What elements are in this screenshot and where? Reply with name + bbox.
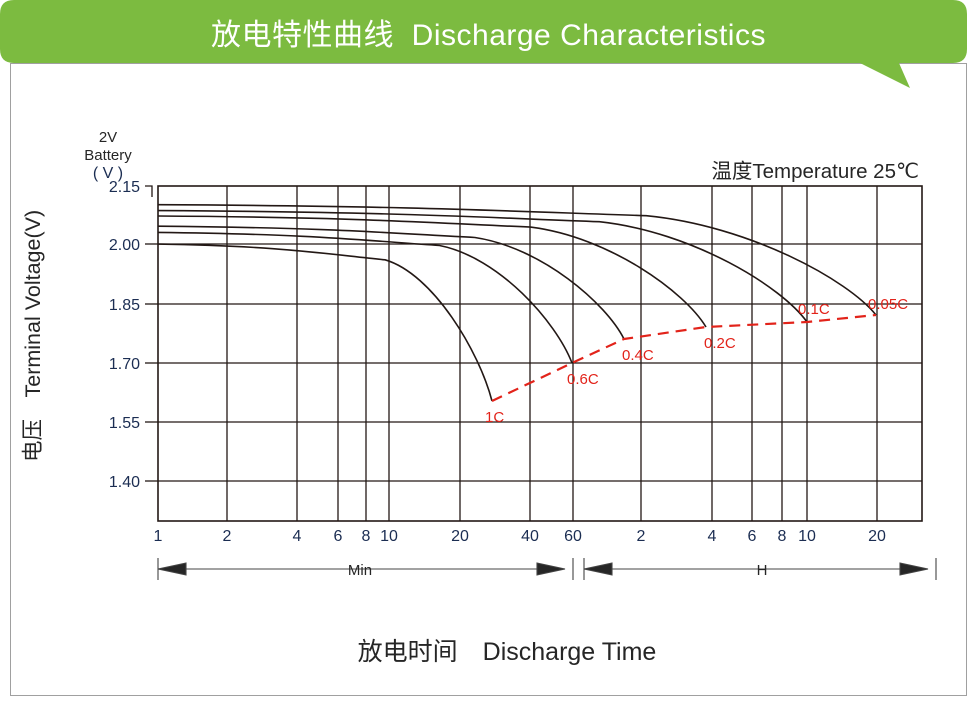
svg-text:放电时间 Discharge Time: 放电时间 Discharge Time (358, 638, 657, 666)
svg-text:0.4C: 0.4C (622, 347, 654, 364)
svg-text:0.1C: 0.1C (798, 301, 830, 318)
svg-text:6: 6 (748, 528, 757, 545)
svg-text:1.70: 1.70 (109, 356, 140, 373)
svg-text:2: 2 (223, 528, 232, 545)
svg-text:Min: Min (348, 562, 372, 579)
svg-text:2.00: 2.00 (109, 237, 140, 254)
svg-text:1: 1 (154, 528, 163, 545)
svg-text:1.85: 1.85 (109, 297, 140, 314)
svg-text:温度Temperature 25℃: 温度Temperature 25℃ (711, 160, 919, 183)
svg-text:电压 Terminal Voltage(V): 电压 Terminal Voltage(V) (21, 210, 45, 462)
svg-text:2: 2 (637, 528, 646, 545)
svg-text:40: 40 (521, 528, 539, 545)
svg-text:8: 8 (362, 528, 371, 545)
svg-text:0.05C: 0.05C (868, 296, 908, 313)
svg-text:Battery: Battery (84, 147, 132, 164)
svg-text:4: 4 (293, 528, 302, 545)
svg-text:2V: 2V (99, 129, 117, 146)
svg-text:10: 10 (380, 528, 398, 545)
svg-text:4: 4 (708, 528, 717, 545)
svg-text:H: H (757, 562, 768, 579)
svg-text:20: 20 (868, 528, 886, 545)
svg-text:1C: 1C (485, 409, 504, 426)
svg-text:10: 10 (798, 528, 816, 545)
svg-text:0.2C: 0.2C (704, 335, 736, 352)
svg-text:1.55: 1.55 (109, 415, 140, 432)
svg-text:60: 60 (564, 528, 582, 545)
svg-text:0.6C: 0.6C (567, 371, 599, 388)
svg-text:1.40: 1.40 (109, 474, 140, 491)
svg-text:8: 8 (778, 528, 787, 545)
svg-text:6: 6 (334, 528, 343, 545)
svg-text:20: 20 (451, 528, 469, 545)
svg-text:( V ): ( V ) (93, 165, 123, 182)
